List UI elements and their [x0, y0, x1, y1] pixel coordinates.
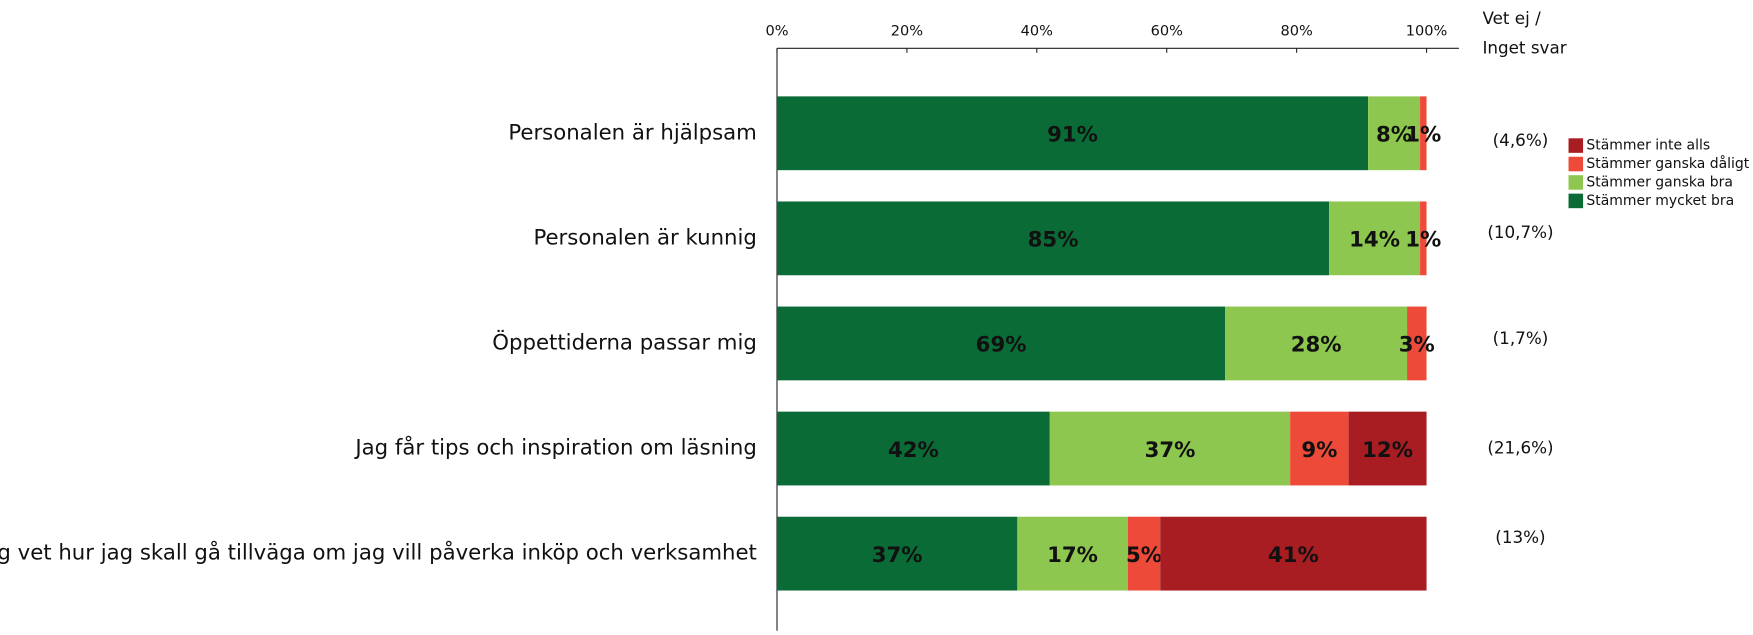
data-label: 1% — [1405, 123, 1441, 148]
category-label: Öppettiderna passar mig — [492, 329, 757, 355]
x-tick-label: 0% — [765, 24, 788, 40]
bar-segment — [1420, 201, 1427, 276]
bar-segment — [1348, 411, 1427, 486]
bar-segment — [776, 201, 1330, 276]
legend-swatch — [1568, 175, 1584, 190]
bar-segment — [776, 96, 1369, 171]
data-label: 1% — [1405, 228, 1441, 253]
category-label: Personalen är kunnig — [533, 225, 756, 250]
legend-label: Stämmer ganska dåligt — [1586, 155, 1749, 172]
bar-segment — [1368, 96, 1421, 171]
data-label: 17% — [1047, 543, 1098, 568]
legend-label: Stämmer inte alls — [1586, 138, 1710, 154]
bar-segment — [1407, 306, 1427, 381]
no-answer-value: (13%) — [1495, 527, 1545, 547]
bar-segment — [776, 306, 1226, 381]
bar-segment — [776, 516, 1018, 591]
bar-segment — [1420, 96, 1427, 171]
bar-segment — [1017, 516, 1128, 591]
data-label: 85% — [1028, 228, 1079, 253]
side-header: Inget svar — [1482, 37, 1566, 57]
data-label: 5% — [1126, 543, 1162, 568]
no-answer-value: (1,7%) — [1493, 328, 1549, 348]
x-tick-label: 60% — [1151, 24, 1183, 40]
no-answer-value: (10,7%) — [1487, 222, 1553, 242]
data-label: 91% — [1047, 123, 1098, 148]
no-answer-value: (4,6%) — [1493, 130, 1549, 150]
x-tick-label: 80% — [1281, 24, 1313, 40]
data-label: 12% — [1362, 438, 1413, 463]
side-header: Vet ej / — [1482, 8, 1541, 28]
category-label: Jag vet hur jag skall gå tillväga om jag… — [0, 540, 757, 566]
bar-segment — [1290, 411, 1349, 486]
x-tick-label: 40% — [1021, 24, 1053, 40]
legend-swatch — [1568, 193, 1584, 209]
data-label: 9% — [1301, 438, 1337, 463]
data-label: 42% — [888, 438, 939, 463]
data-label: 41% — [1268, 543, 1319, 568]
data-label: 14% — [1349, 228, 1400, 253]
bar-segment — [1049, 411, 1291, 486]
legend-swatch — [1568, 138, 1584, 153]
bar-segment — [1225, 306, 1408, 381]
data-label: 69% — [976, 333, 1027, 358]
data-label: 37% — [872, 543, 923, 568]
bar-segment — [1160, 516, 1427, 591]
data-label: 37% — [1145, 438, 1196, 463]
legend-swatch — [1568, 156, 1584, 172]
category-label: Jag får tips och inspiration om läsning — [353, 435, 757, 461]
x-tick-label: 20% — [891, 24, 923, 40]
bar-segment — [1329, 201, 1421, 276]
no-answer-value: (21,6%) — [1487, 438, 1553, 458]
data-label: 28% — [1291, 333, 1342, 358]
bar-segment — [776, 411, 1050, 486]
legend-label: Stämmer mycket bra — [1586, 193, 1734, 209]
x-tick-label: 100% — [1406, 24, 1448, 40]
data-label: 3% — [1399, 333, 1435, 358]
bar-segment — [1127, 516, 1161, 591]
legend-label: Stämmer ganska bra — [1586, 174, 1732, 190]
category-label: Personalen är hjälpsam — [508, 120, 757, 145]
data-label: 8% — [1376, 123, 1412, 148]
